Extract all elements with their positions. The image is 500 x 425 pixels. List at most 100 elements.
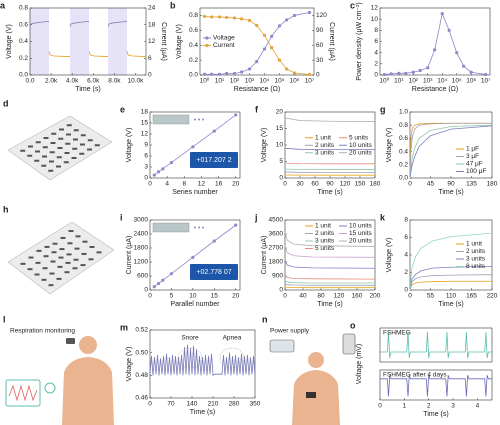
- y-tick-label: 8: [374, 27, 378, 34]
- series-line: [284, 286, 375, 289]
- patch: [48, 169, 54, 172]
- panel-letter: n: [262, 314, 268, 324]
- device-strip: [152, 222, 190, 233]
- plot-frame: [284, 219, 376, 291]
- series-line: [380, 331, 492, 359]
- y-axis-label: Power density (μW cm⁻²): [356, 2, 363, 81]
- x-tick-label: 10⁷: [481, 78, 491, 85]
- y-tick-label: 12: [371, 5, 379, 12]
- patch: [63, 161, 69, 164]
- y-tick-label: 2: [404, 269, 408, 276]
- patch: [71, 157, 77, 159]
- y-tick-label: 0.6: [189, 27, 198, 34]
- x-tick-label: 60: [311, 181, 319, 188]
- wireless: [44, 382, 56, 394]
- y-axis-label: Voltage (V): [6, 24, 13, 59]
- x-axis-label: Resistance (Ω): [412, 86, 458, 93]
- x-tick-label: 5: [170, 293, 174, 300]
- patch: [73, 138, 78, 141]
- legend-label: 47 μF: [466, 161, 483, 168]
- x-tick-label: 4: [165, 181, 169, 188]
- patch: [65, 261, 71, 264]
- series-line: [284, 147, 375, 151]
- panel-letter: k: [380, 212, 386, 222]
- series-line: [380, 375, 492, 397]
- marker: [484, 72, 488, 77]
- meter-reading: +017.207 2: [196, 157, 231, 164]
- patch: [72, 147, 78, 150]
- y-tick-label: 1200: [134, 259, 149, 266]
- x-tick-label: 350: [250, 401, 261, 408]
- x-axis-label: Time (s): [75, 86, 100, 93]
- panel-letter: j: [254, 212, 258, 222]
- y-tick-label: 0: [374, 72, 378, 79]
- y-tick-label: 0.8: [189, 12, 198, 19]
- patch: [306, 392, 316, 398]
- patch: [58, 137, 64, 140]
- series-line: [284, 232, 376, 247]
- y-axis-label: Voltage (V): [126, 128, 133, 163]
- x-tick-label: 90: [326, 181, 334, 188]
- illustration-d: d: [3, 98, 113, 181]
- marker: [169, 272, 174, 276]
- marker: [277, 24, 282, 28]
- marker: [307, 72, 312, 77]
- patch: [82, 240, 88, 243]
- patch: [81, 252, 87, 255]
- marker: [232, 16, 237, 20]
- patch: [35, 261, 41, 264]
- y-tick-label: 0.4: [399, 148, 408, 155]
- x-tick-label: 0: [148, 181, 152, 188]
- plot-frame: [379, 7, 491, 76]
- x-tick-label: 180: [487, 181, 498, 188]
- x-tick-label: 210: [208, 401, 219, 408]
- panel-letter: c: [350, 0, 355, 10]
- series-line: [284, 117, 376, 122]
- marker: [247, 18, 252, 23]
- x-tick-label: 10⁰: [200, 77, 210, 85]
- marker: [411, 70, 415, 74]
- patch: [20, 149, 26, 152]
- y2-tick-label: 60: [316, 42, 324, 49]
- plot-frame: [149, 329, 256, 399]
- patch: [52, 242, 58, 245]
- y-tick-label: 15: [141, 120, 149, 127]
- patch: [66, 253, 72, 256]
- marker: [240, 17, 244, 21]
- y2-tick-label: 90: [316, 27, 324, 34]
- marker: [262, 33, 267, 37]
- x-tick-label: 10³: [423, 78, 433, 85]
- marker: [404, 71, 408, 75]
- annotation-ring: [219, 347, 245, 369]
- plot-frame: [379, 327, 493, 363]
- y-tick-label: 0: [144, 175, 148, 182]
- series-line: [284, 162, 375, 165]
- panel-letter: a: [0, 0, 6, 10]
- x-tick-label: 120: [340, 181, 351, 188]
- patch: [50, 142, 56, 144]
- x-tick-label: 10⁶: [290, 78, 300, 85]
- y-tick-label: 1.0: [399, 109, 408, 116]
- x-axis-label: Time (s): [190, 409, 215, 416]
- marker: [433, 48, 437, 52]
- marker: [307, 10, 312, 15]
- marker: [292, 71, 297, 75]
- y-axis-label: Voltage (V): [176, 24, 183, 59]
- legend-label: 15 units: [349, 230, 373, 237]
- patches: [20, 124, 100, 172]
- y-tick-label: 0.2: [399, 162, 408, 169]
- dot: [194, 226, 196, 229]
- x-tick-label: 10.0k: [128, 78, 145, 85]
- head: [308, 352, 324, 368]
- illustration-label: Power supply: [270, 328, 310, 335]
- x-tick-label: 10¹: [215, 78, 225, 85]
- y-axis-label: Voltage (mV): [356, 344, 363, 384]
- x-tick-label: 40: [299, 293, 307, 300]
- marker: [232, 71, 237, 76]
- illustration-h: h: [3, 204, 115, 295]
- patch: [28, 256, 34, 259]
- monitor-wave: [8, 384, 38, 402]
- patch: [94, 144, 100, 147]
- x-tick-label: 8: [182, 181, 186, 188]
- patch: [35, 141, 41, 144]
